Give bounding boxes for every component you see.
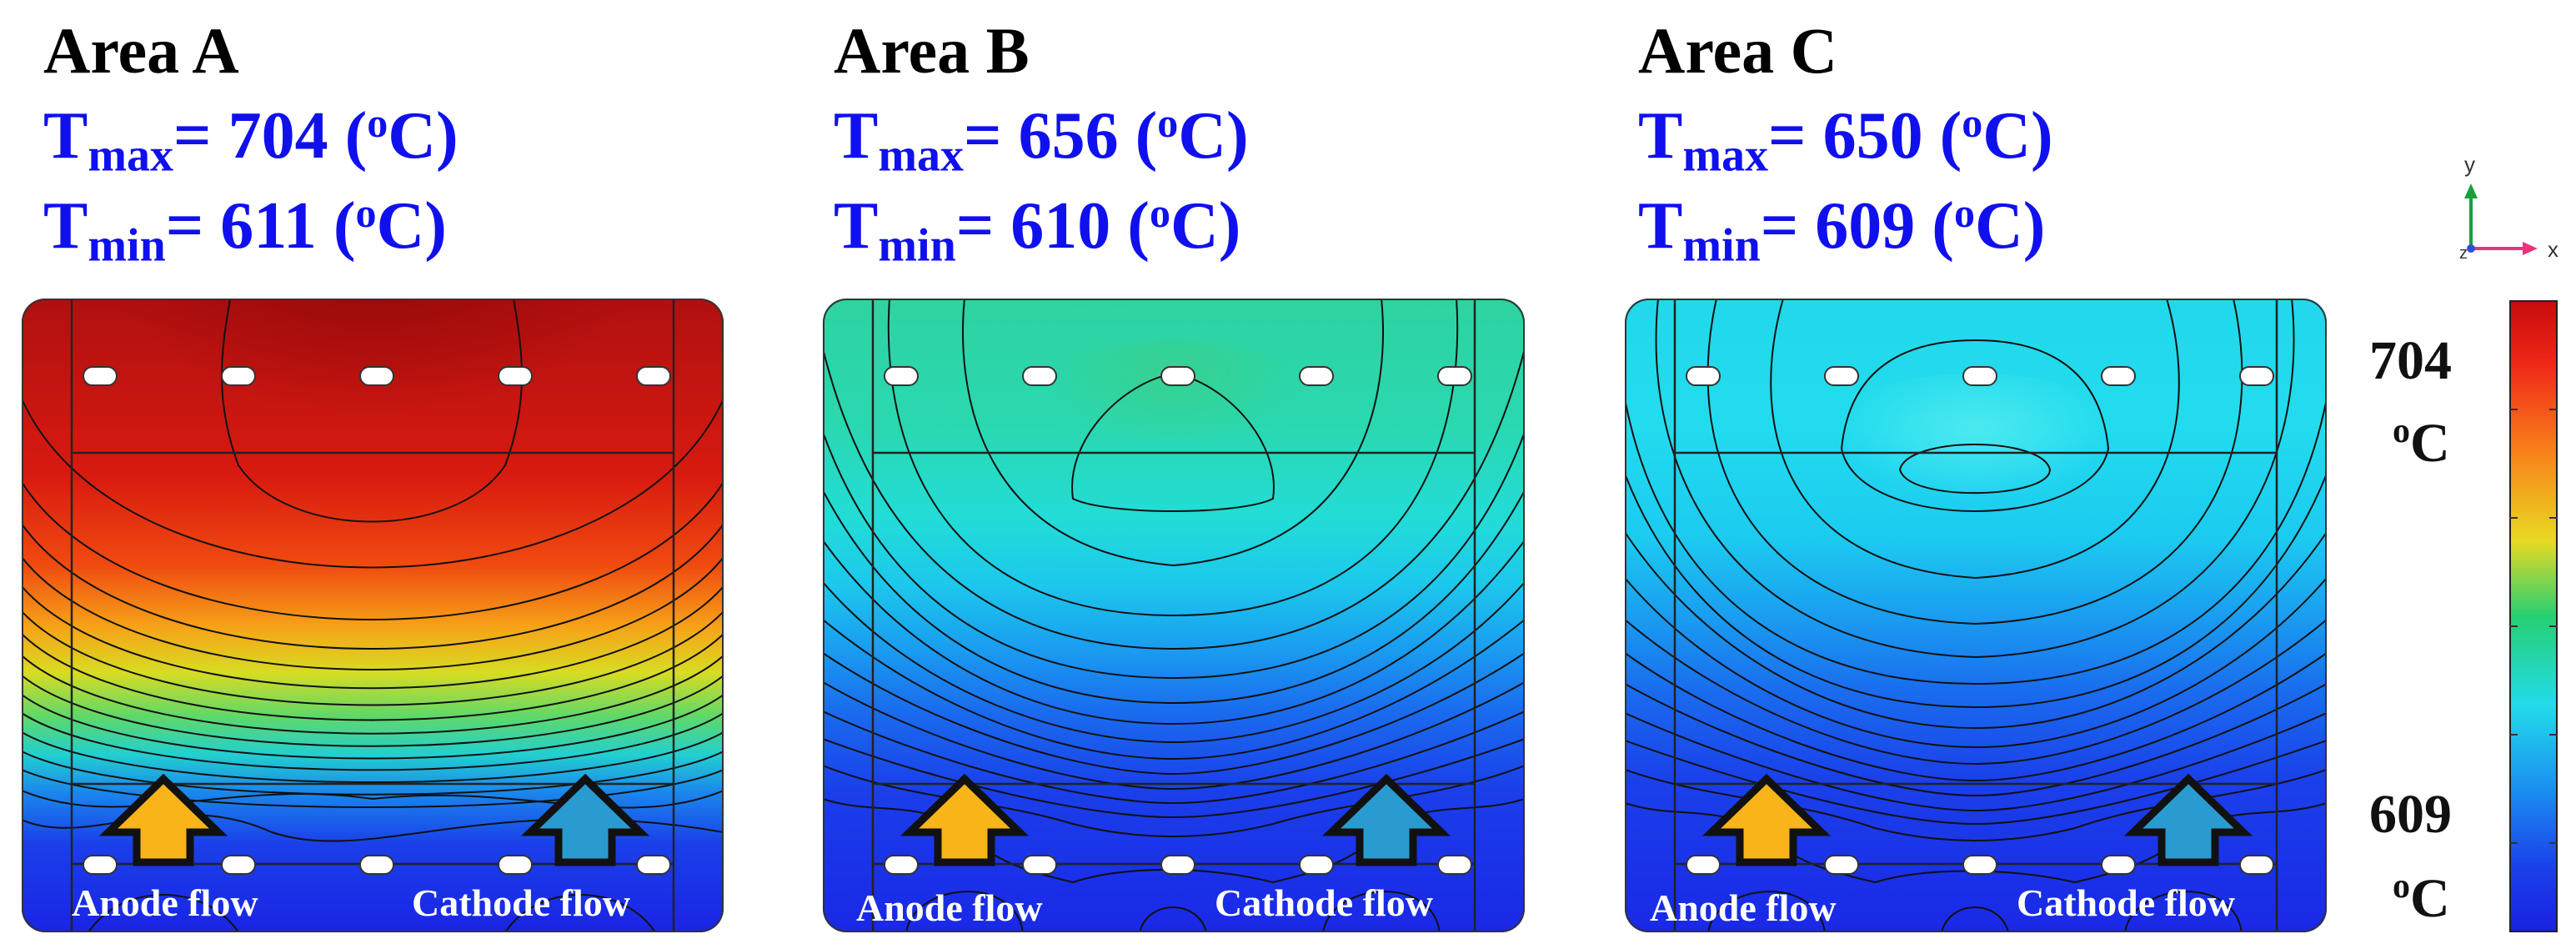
area-a-tmin: Tmin= 611 (oC) xyxy=(43,189,447,272)
area-b-title: Area B xyxy=(834,14,1030,87)
area-b-tmin: Tmin= 610 (oC) xyxy=(834,189,1241,272)
axis-z-label: z xyxy=(2459,244,2468,263)
cathode-flow-label: Cathode flow xyxy=(412,881,630,924)
area-b-tmax: Tmax= 656 (oC) xyxy=(834,99,1249,182)
isotherm-lines xyxy=(22,299,724,932)
color-bar-max-label: 704 xyxy=(2369,330,2452,391)
color-bar xyxy=(2509,300,2558,932)
manifold-holes xyxy=(1686,366,2274,875)
area-a-tmax: Tmax= 704 (oC) xyxy=(43,99,459,182)
area-c-title: Area C xyxy=(1638,14,1837,87)
anode-flow-label: Anode flow xyxy=(1650,886,1837,929)
color-bar-max-unit: oC xyxy=(2393,412,2450,474)
anode-flow-arrow xyxy=(900,773,1030,866)
anode-flow-label: Anode flow xyxy=(856,886,1043,929)
axes-triad-icon: y x z xyxy=(2434,150,2576,275)
color-bar-ticks xyxy=(2509,300,2558,932)
cathode-flow-arrow xyxy=(1321,773,1451,866)
temperature-map-area-b: Anode flow Cathode flow xyxy=(823,299,1525,932)
cathode-flow-label: Cathode flow xyxy=(1215,881,1433,924)
temperature-map-area-a: Anode flow Cathode flow xyxy=(22,299,724,932)
area-a-title: Area A xyxy=(43,14,239,87)
temperature-map-area-c: Anode flow Cathode flow xyxy=(1625,299,2327,932)
manifold-holes xyxy=(884,366,1472,875)
color-bar-min-label: 609 xyxy=(2369,784,2452,845)
anode-flow-label: Anode flow xyxy=(72,881,258,924)
axis-y-label: y xyxy=(2464,152,2475,177)
color-bar-min-unit: oC xyxy=(2393,867,2450,930)
anode-flow-arrow xyxy=(98,773,228,866)
cathode-flow-label: Cathode flow xyxy=(2017,881,2235,924)
isotherm-lines xyxy=(823,299,1525,932)
cathode-flow-arrow xyxy=(520,773,650,866)
cathode-flow-arrow xyxy=(2123,773,2253,866)
axis-x-label: x xyxy=(2548,237,2558,262)
area-c-tmin: Tmin= 609 (oC) xyxy=(1638,189,2046,272)
manifold-holes xyxy=(83,366,671,875)
area-c-tmax: Tmax= 650 (oC) xyxy=(1638,99,2053,182)
anode-flow-arrow xyxy=(1701,773,1832,866)
